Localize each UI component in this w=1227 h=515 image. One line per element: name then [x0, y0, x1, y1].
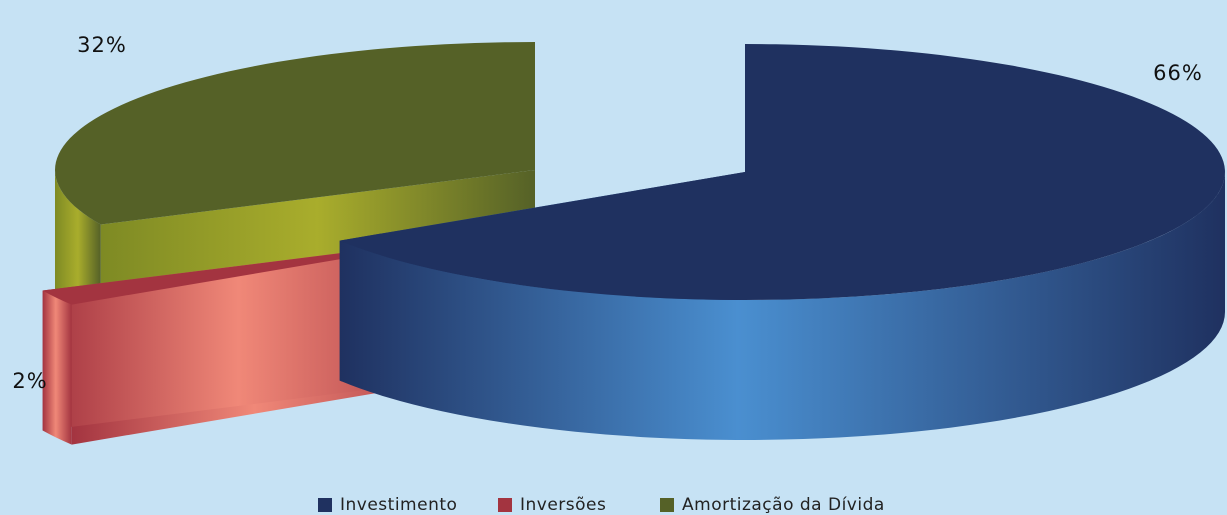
- slice-top: [339, 44, 1225, 300]
- legend-swatch: [318, 498, 332, 512]
- legend-swatch: [498, 498, 512, 512]
- legend-swatch: [660, 498, 674, 512]
- slice-side: [339, 172, 1225, 441]
- legend-item: Investimento: [318, 495, 457, 515]
- pie-slice-investimento: [339, 44, 1225, 441]
- slice-label: 2%: [12, 369, 47, 393]
- legend-label: Investimento: [340, 495, 457, 515]
- slice-side: [42, 290, 72, 445]
- slice-label: 32%: [77, 33, 127, 57]
- legend-item: Inversões: [498, 495, 606, 515]
- slice-top: [54, 42, 535, 225]
- legend-label: Inversões: [520, 495, 606, 515]
- legend: Investimento Inversões Amortização da Dívi…: [318, 495, 885, 515]
- slice-label: 66%: [1153, 61, 1203, 85]
- legend-item: Amortização da Dívida: [660, 495, 885, 515]
- legend-label: Amortização da Dívida: [682, 495, 885, 515]
